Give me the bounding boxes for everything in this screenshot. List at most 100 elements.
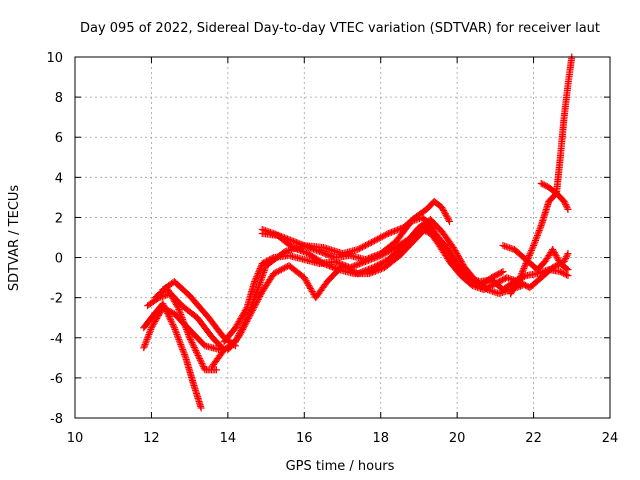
data-point bbox=[498, 268, 506, 276]
data-point bbox=[377, 234, 385, 241]
data-point bbox=[514, 278, 522, 286]
series-track-12 bbox=[507, 189, 572, 298]
data-point bbox=[237, 329, 245, 337]
data-point bbox=[559, 269, 567, 277]
data-point bbox=[141, 340, 149, 348]
data-point bbox=[364, 254, 372, 262]
data-point bbox=[178, 344, 186, 352]
data-point bbox=[394, 226, 402, 234]
data-point bbox=[243, 318, 251, 326]
data-point bbox=[293, 239, 301, 247]
data-point bbox=[516, 273, 524, 281]
plot-frame bbox=[74, 56, 611, 419]
data-point bbox=[536, 225, 544, 233]
data-point bbox=[326, 262, 334, 270]
data-point bbox=[386, 229, 394, 237]
data-point bbox=[253, 273, 261, 281]
data-point bbox=[321, 260, 329, 268]
y-tick-label: 6 bbox=[55, 131, 63, 146]
data-point bbox=[244, 316, 252, 324]
data-point bbox=[322, 261, 330, 269]
x-tick-label: 10 bbox=[67, 431, 84, 446]
chart-title: Day 095 of 2022, Sidereal Day-to-day VTE… bbox=[80, 21, 600, 36]
data-point bbox=[537, 179, 545, 187]
data-point bbox=[369, 264, 377, 272]
data-point bbox=[235, 332, 243, 340]
data-point bbox=[527, 246, 535, 254]
data-point bbox=[180, 349, 188, 357]
data-point bbox=[556, 268, 564, 276]
data-point bbox=[175, 305, 183, 313]
y-tick-label: 4 bbox=[55, 171, 63, 186]
data-point bbox=[515, 276, 523, 284]
data-point bbox=[375, 234, 383, 242]
y-axis-title: SDTVAR / TECUs bbox=[7, 185, 22, 292]
data-point bbox=[298, 247, 306, 255]
data-point bbox=[366, 239, 374, 247]
data-point bbox=[295, 246, 303, 254]
data-point bbox=[301, 248, 309, 256]
data-point bbox=[239, 324, 247, 332]
data-point bbox=[167, 317, 175, 325]
data-point bbox=[363, 241, 371, 249]
data-point bbox=[389, 228, 397, 236]
data-point bbox=[325, 251, 333, 259]
data-point bbox=[319, 260, 327, 268]
data-point bbox=[384, 229, 392, 237]
data-point bbox=[564, 272, 572, 280]
data-point bbox=[553, 253, 561, 261]
x-axis-title: GPS time / hours bbox=[286, 459, 395, 474]
data-point bbox=[357, 244, 365, 252]
data-point bbox=[252, 300, 260, 308]
data-point bbox=[368, 268, 376, 276]
data-point bbox=[196, 355, 204, 363]
data-point bbox=[376, 265, 384, 273]
data-point bbox=[171, 325, 179, 333]
data-point bbox=[561, 270, 569, 278]
data-point bbox=[563, 265, 571, 273]
data-point bbox=[274, 267, 282, 275]
data-point bbox=[364, 240, 372, 248]
data-point bbox=[174, 334, 182, 342]
data-point bbox=[236, 330, 244, 338]
data-point bbox=[499, 268, 507, 276]
data-point bbox=[441, 210, 449, 218]
data-point bbox=[361, 242, 369, 250]
data-point bbox=[369, 238, 377, 246]
data-point bbox=[140, 344, 148, 352]
data-point bbox=[442, 211, 450, 219]
data-point bbox=[181, 352, 189, 360]
data-point bbox=[302, 242, 310, 250]
data-point bbox=[564, 205, 572, 213]
data-point bbox=[199, 361, 207, 369]
data-point bbox=[196, 356, 204, 364]
data-point bbox=[527, 248, 535, 256]
data-point bbox=[296, 240, 304, 248]
data-point bbox=[179, 347, 187, 355]
data-point bbox=[361, 256, 369, 264]
data-point bbox=[358, 243, 366, 251]
data-point bbox=[246, 311, 254, 319]
data-point bbox=[370, 268, 378, 276]
data-point bbox=[192, 347, 200, 355]
data-point bbox=[564, 250, 572, 258]
data-point bbox=[193, 348, 201, 356]
data-point bbox=[147, 325, 155, 333]
data-point bbox=[551, 250, 559, 258]
data-point bbox=[542, 182, 550, 190]
series-track-4 bbox=[144, 290, 228, 354]
data-point bbox=[195, 353, 203, 361]
data-point bbox=[194, 351, 202, 359]
data-point bbox=[239, 325, 247, 333]
data-point bbox=[375, 260, 383, 268]
data-point bbox=[300, 248, 308, 256]
data-point bbox=[313, 246, 321, 254]
data-point bbox=[381, 231, 389, 239]
data-point bbox=[377, 260, 385, 268]
data-point bbox=[250, 303, 258, 311]
series-track-3 bbox=[140, 304, 224, 354]
data-point bbox=[175, 337, 183, 345]
data-point bbox=[186, 334, 194, 342]
